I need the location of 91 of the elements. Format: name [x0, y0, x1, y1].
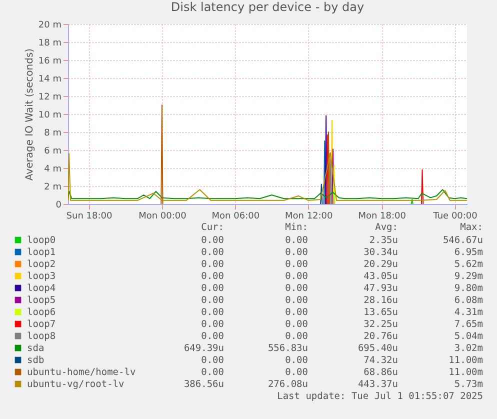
text: 3.02m — [454, 343, 484, 354]
legend-label: loop1 — [27, 247, 56, 258]
text: 11.00m — [448, 367, 484, 378]
legend-label: loop2 — [27, 259, 56, 270]
line-series — [68, 152, 467, 201]
text: 43.05u — [364, 271, 398, 282]
text: Last update: Tue Jul 1 01:55:07 2025 — [277, 391, 483, 402]
text: 0.00 — [285, 367, 308, 378]
text: 0.00 — [285, 319, 308, 330]
text: Min: — [285, 222, 308, 233]
text: 443.37u — [358, 379, 398, 390]
text: 4.31m — [454, 307, 484, 318]
y-tick-label: 8 m — [44, 128, 62, 138]
y-tick-label: 12 m — [38, 92, 62, 102]
text: 0.00 — [201, 331, 224, 342]
text: 0.00 — [201, 271, 224, 282]
x-tick-label: Mon 00:00 — [138, 212, 187, 222]
legend-label: loop4 — [27, 283, 56, 294]
y-tick-label: 4 m — [44, 164, 62, 174]
text: 276.08u — [268, 379, 308, 390]
text: 11.00m — [448, 355, 484, 366]
text: 5.04m — [454, 331, 484, 342]
text: 0.00 — [285, 235, 308, 246]
text: Cur: — [201, 222, 224, 233]
text: 0.00 — [201, 295, 224, 306]
chart-title: Disk latency per device - by day — [170, 0, 364, 14]
y-tick-label: 14 m — [38, 74, 62, 84]
y-tick-label: 2 m — [44, 182, 62, 192]
y-tick-label: 20 m — [38, 20, 62, 30]
text: 30.34u — [364, 247, 398, 258]
line-series — [68, 189, 467, 200]
text: 0.00 — [201, 319, 224, 330]
y-tick-label: 0 — [56, 200, 62, 210]
text: 0.00 — [201, 259, 224, 270]
x-tick-label: Mon 06:00 — [212, 212, 260, 222]
text: 0.00 — [201, 307, 224, 318]
text: 0.00 — [285, 295, 308, 306]
legend-label: loop8 — [27, 331, 56, 342]
legend-label: loop5 — [27, 295, 56, 306]
text: 6.95m — [454, 247, 484, 258]
x-tick-label: Tue 00:00 — [432, 212, 478, 222]
text: 32.25u — [364, 319, 398, 330]
text: 68.86u — [364, 367, 398, 378]
text: Max: — [460, 222, 483, 233]
text: Avg: — [375, 222, 398, 233]
text: 0.00 — [201, 283, 224, 294]
text: 0.00 — [285, 331, 308, 342]
text: 9.29m — [454, 271, 484, 282]
text: 0.00 — [285, 247, 308, 258]
text: 546.67u — [442, 235, 483, 246]
legend-label: sda — [27, 343, 44, 354]
y-tick-label: 10 m — [38, 110, 62, 120]
text: 6.08m — [454, 295, 484, 306]
y-tick-label: 16 m — [38, 56, 62, 66]
text: 0.00 — [201, 355, 224, 366]
text: 556.83u — [268, 343, 308, 354]
text: 2.35u — [369, 235, 398, 246]
text: 9.80m — [454, 283, 484, 294]
legend-label: sdb — [27, 355, 44, 366]
legend-label: ubuntu-vg/root-lv — [27, 379, 125, 390]
text: 20.29u — [364, 259, 398, 270]
text: 0.00 — [285, 307, 308, 318]
text: 0.00 — [285, 283, 308, 294]
y-tick-label: 6 m — [44, 146, 62, 156]
x-tick-label: Sun 18:00 — [66, 212, 112, 222]
text: 0.00 — [285, 355, 308, 366]
legend-label: loop7 — [27, 319, 56, 330]
x-tick-label: Mon 18:00 — [358, 212, 406, 222]
text: 5.62m — [454, 259, 484, 270]
legend-label: loop0 — [27, 235, 56, 246]
text: 5.73m — [454, 379, 484, 390]
text: 0.00 — [285, 271, 308, 282]
text: 0.00 — [201, 367, 224, 378]
text: 13.65u — [364, 307, 398, 318]
text: 7.65m — [454, 319, 484, 330]
text: 74.32u — [364, 355, 398, 366]
text: 0.00 — [201, 235, 224, 246]
text: 695.40u — [358, 343, 398, 354]
legend-label: loop6 — [27, 307, 56, 318]
y-axis-title: Average IO Wait (seconds) — [24, 48, 36, 181]
text: 47.93u — [364, 283, 398, 294]
y-tick-label: 18 m — [38, 38, 62, 48]
text: 386.56u — [184, 379, 224, 390]
legend-label: loop3 — [27, 271, 56, 282]
text: 649.39u — [184, 343, 224, 354]
text: 0.00 — [285, 259, 308, 270]
text: 28.16u — [364, 295, 398, 306]
text: 0.00 — [201, 247, 224, 258]
x-tick-label: Mon 12:00 — [284, 212, 334, 222]
legend-label: ubuntu-home/home-lv — [27, 367, 136, 378]
text: 20.76u — [364, 331, 398, 342]
